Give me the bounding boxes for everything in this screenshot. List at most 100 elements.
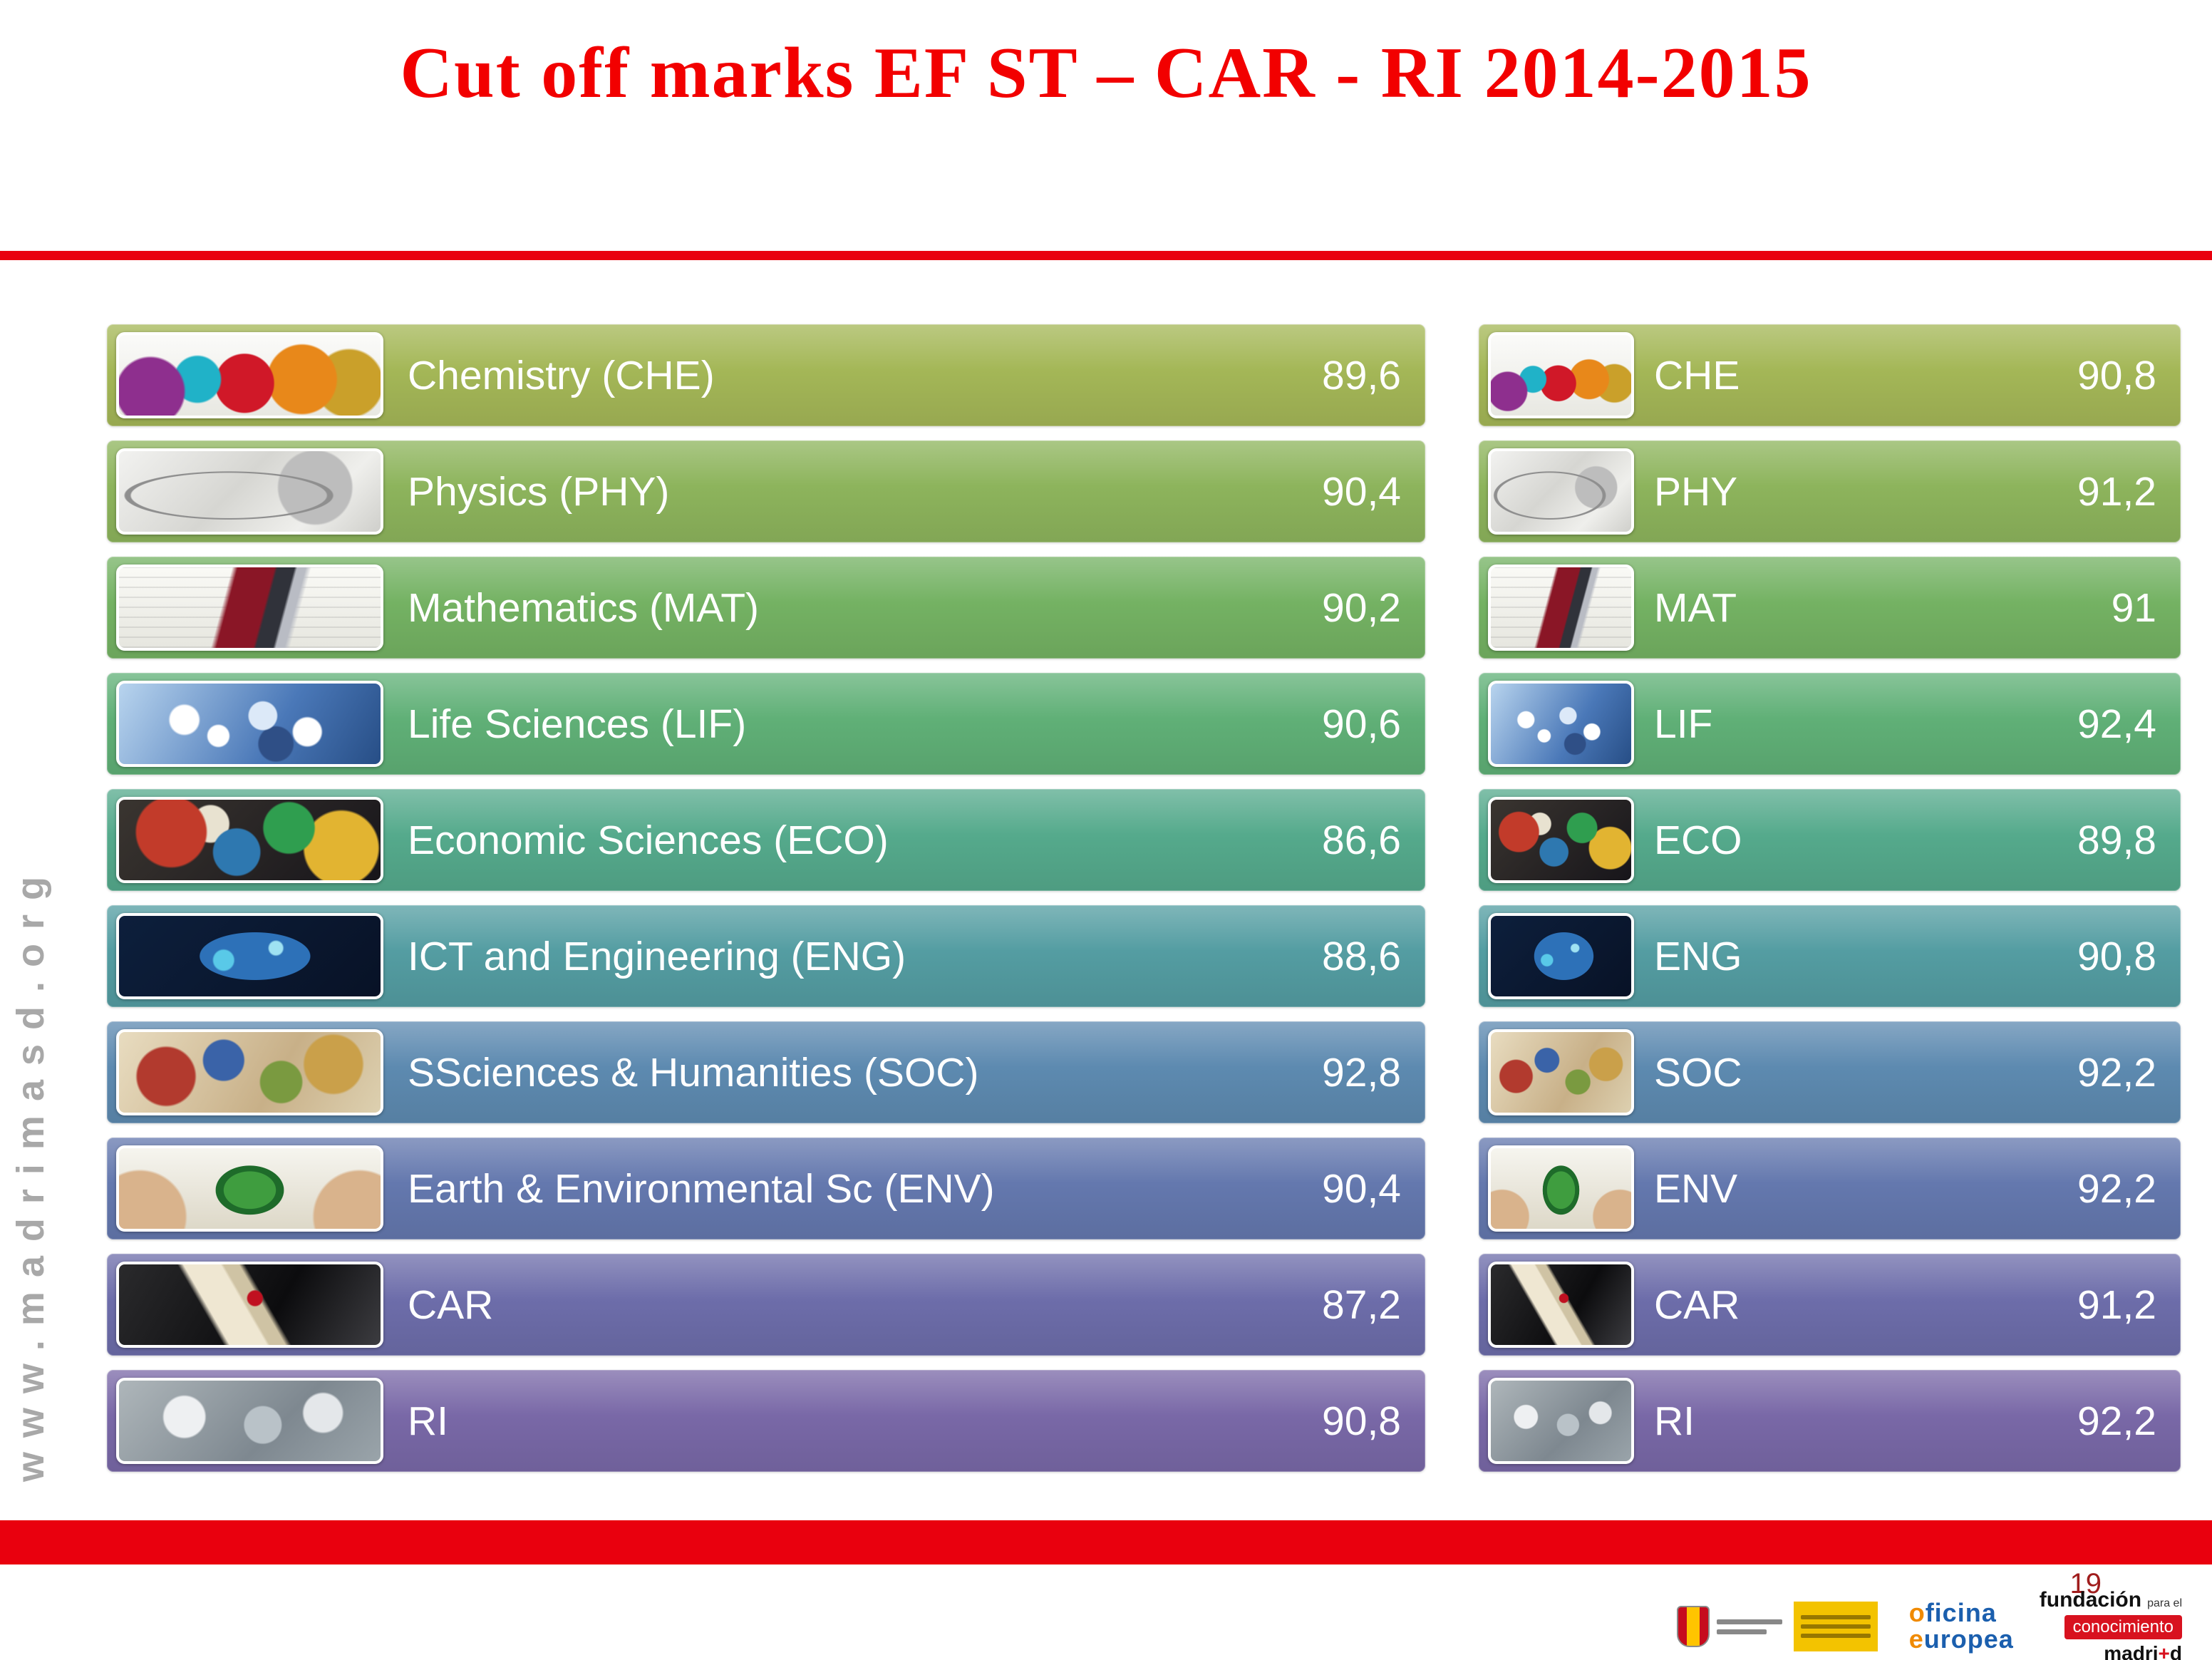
row-label: ICT and Engineering (ENG)	[408, 933, 906, 979]
table-row: Mathematics (MAT) 90,2	[107, 557, 1425, 659]
gobierno-text-lines	[1716, 1619, 1782, 1634]
economic-sciences-collage-icon	[116, 797, 383, 883]
row-value: 92,4	[2077, 701, 2156, 747]
page-title: Cut off marks EF ST – CAR - RI 2014-2015	[400, 33, 1812, 113]
ict-engineering-globe-icon	[116, 913, 383, 999]
row-label: SOC	[1654, 1049, 1742, 1096]
fundacion-name: fundación	[2039, 1588, 2142, 1612]
row-value: 87,2	[1322, 1282, 1401, 1328]
table-row: CHE 90,8	[1479, 324, 2181, 426]
row-value: 88,6	[1322, 933, 1401, 979]
mathematics-pen-icon	[1488, 564, 1634, 651]
watermark: www.madrimasd.org	[9, 862, 52, 1482]
table-row: RI 90,8	[107, 1370, 1425, 1472]
row-label: ENG	[1654, 933, 1742, 979]
gobierno-espana-logo	[1670, 1599, 1883, 1654]
car-diploma-icon	[1488, 1262, 1634, 1348]
row-label: ENV	[1654, 1165, 1738, 1212]
physics-sketch-icon	[1488, 448, 1634, 535]
earth-environment-globe-icon	[1488, 1145, 1634, 1232]
table-row: ICT and Engineering (ENG) 88,6	[107, 905, 1425, 1007]
spain-crest-icon	[1676, 1606, 1710, 1647]
row-value: 90,6	[1322, 701, 1401, 747]
table-row: LIF 92,4	[1479, 673, 2181, 775]
row-label: CAR	[1654, 1282, 1740, 1328]
row-value: 90,8	[1322, 1398, 1401, 1444]
table-row: SOC 92,2	[1479, 1021, 2181, 1123]
ict-engineering-globe-icon	[1488, 913, 1634, 999]
row-label: Life Sciences (LIF)	[408, 701, 747, 747]
life-sciences-molecule-icon	[116, 681, 383, 767]
row-label: ECO	[1654, 817, 1742, 863]
table-row: ENV 92,2	[1479, 1138, 2181, 1239]
row-value: 91	[2111, 584, 2156, 631]
conocimiento-badge: conocimiento	[2064, 1615, 2182, 1639]
row-label: PHY	[1654, 468, 1738, 515]
table-row: Earth & Environmental Sc (ENV) 90,4	[107, 1138, 1425, 1239]
brand-post: d	[2169, 1642, 2182, 1660]
brand-plus: +	[2158, 1642, 2170, 1660]
row-label: Economic Sciences (ECO)	[408, 817, 889, 863]
table-row: ECO 89,8	[1479, 789, 2181, 891]
row-label: CAR	[408, 1282, 494, 1328]
page-number: 19	[2069, 1568, 2102, 1599]
row-value: 92,2	[2077, 1398, 2156, 1444]
mathematics-pen-icon	[116, 564, 383, 651]
car-diploma-icon	[116, 1262, 383, 1348]
social-sciences-collage-icon	[116, 1029, 383, 1115]
row-label: LIF	[1654, 701, 1713, 747]
row-value: 90,4	[1322, 468, 1401, 515]
table-row: SSciences & Humanities (SOC) 92,8	[107, 1021, 1425, 1123]
table-row: CAR 87,2	[107, 1254, 1425, 1356]
row-value: 89,6	[1322, 352, 1401, 398]
row-label: RI	[408, 1398, 448, 1444]
row-label: RI	[1654, 1398, 1695, 1444]
brand-pre: madri	[2104, 1642, 2159, 1660]
row-value: 90,8	[2077, 933, 2156, 979]
row-value: 92,2	[2077, 1165, 2156, 1212]
row-label: CHE	[1654, 352, 1740, 398]
table-row: CAR 91,2	[1479, 1254, 2181, 1356]
row-value: 86,6	[1322, 817, 1401, 863]
ministerio-logo	[1793, 1602, 1878, 1651]
social-sciences-collage-icon	[1488, 1029, 1634, 1115]
madrimasd-brand: madri+d	[2104, 1642, 2182, 1660]
table-row: ENG 90,8	[1479, 905, 2181, 1007]
fundacion-madrid-logo: fundación para el conocimiento madri+d	[2040, 1588, 2182, 1660]
left-table: Chemistry (CHE) 89,6 Physics (PHY) 90,4 Math…	[107, 324, 1425, 1486]
right-table: CHE 90,8 PHY 91,2 MAT 91 LIF 92,4 ECO 89,8 ENG 90,8…	[1479, 324, 2181, 1486]
table-row: Physics (PHY) 90,4	[107, 440, 1425, 542]
footer-red-bar	[0, 1520, 2212, 1564]
oficina-europea-line1: oficina	[1908, 1598, 1997, 1628]
table-row: PHY 91,2	[1479, 440, 2181, 542]
chemistry-flasks-icon	[116, 332, 383, 418]
chemistry-flasks-icon	[1488, 332, 1634, 418]
row-label: SSciences & Humanities (SOC)	[408, 1049, 979, 1096]
economic-sciences-collage-icon	[1488, 797, 1634, 883]
life-sciences-molecule-icon	[1488, 681, 1634, 767]
ri-lab-icon	[1488, 1378, 1634, 1464]
footer-logos: oficina europea fundación para el conoci…	[1670, 1588, 2182, 1660]
row-label: Physics (PHY)	[408, 468, 670, 515]
ri-lab-icon	[116, 1378, 383, 1464]
row-value: 89,8	[2077, 817, 2156, 863]
row-label: Mathematics (MAT)	[408, 584, 759, 631]
earth-environment-globe-icon	[116, 1145, 383, 1232]
row-value: 90,4	[1322, 1165, 1401, 1212]
table-row: Economic Sciences (ECO) 86,6	[107, 789, 1425, 891]
row-value: 92,2	[2077, 1049, 2156, 1096]
row-label: Chemistry (CHE)	[408, 352, 715, 398]
table-row: RI 92,2	[1479, 1370, 2181, 1472]
oficina-europea-line2: europea	[1908, 1624, 2014, 1654]
row-label: Earth & Environmental Sc (ENV)	[408, 1165, 995, 1212]
row-value: 90,2	[1322, 584, 1401, 631]
table-row: Chemistry (CHE) 89,6	[107, 324, 1425, 426]
title-divider	[0, 251, 2212, 260]
table-row: MAT 91	[1479, 557, 2181, 659]
row-value: 92,8	[1322, 1049, 1401, 1096]
oficina-europea-logo: oficina europea	[1909, 1600, 2014, 1652]
row-value: 91,2	[2077, 468, 2156, 515]
fundacion-tagline: para el	[2147, 1597, 2182, 1609]
physics-sketch-icon	[116, 448, 383, 535]
